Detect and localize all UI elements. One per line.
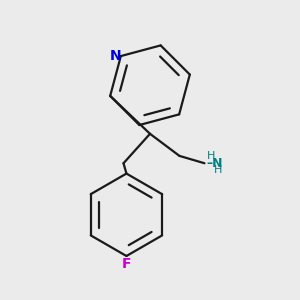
Text: H: H xyxy=(207,151,215,161)
Text: H: H xyxy=(214,165,223,175)
Text: –N: –N xyxy=(207,157,223,170)
Text: F: F xyxy=(122,257,131,271)
Text: N: N xyxy=(110,49,122,63)
